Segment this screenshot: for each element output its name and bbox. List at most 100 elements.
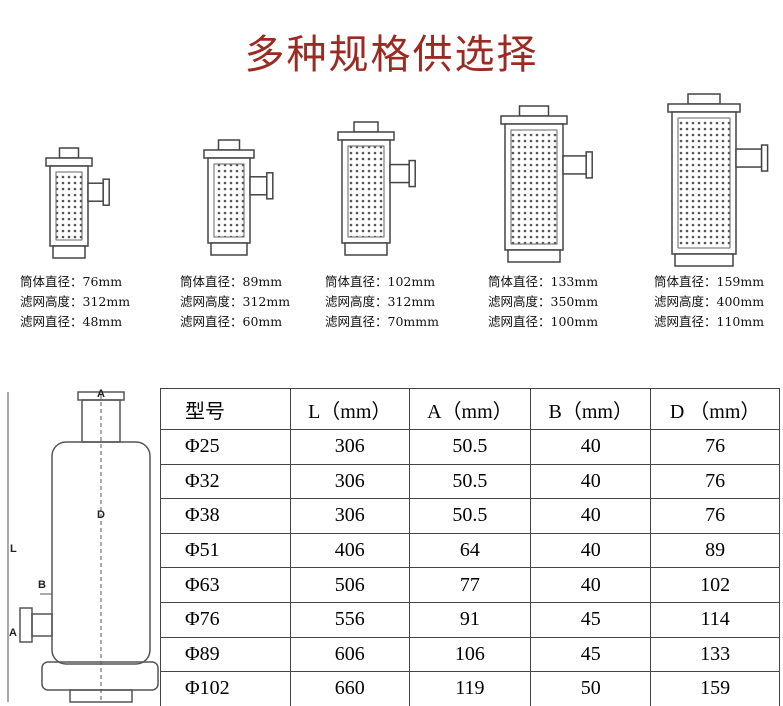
filter-part bbox=[249, 176, 268, 196]
filter-part bbox=[87, 182, 104, 202]
filter-part bbox=[353, 121, 379, 133]
product-spec: 筒体直径：89mm 滤网高度：312mm 滤网直径：60mm bbox=[180, 272, 290, 332]
spec-line: 筒体直径：76mm bbox=[20, 274, 123, 289]
cell: 119 bbox=[408, 671, 532, 706]
cell: B（mm） bbox=[530, 388, 652, 430]
spec-line: 滤网高度：312mm bbox=[20, 294, 131, 309]
filter-part bbox=[760, 144, 769, 172]
spec-line: 筒体直径：102mm bbox=[325, 274, 436, 289]
product-spec: 筒体直径：133mm 滤网高度：350mm 滤网直径：100mm bbox=[488, 272, 598, 332]
table-row: Φ25 306 50.5 40 76 bbox=[160, 429, 780, 465]
cell: 40 bbox=[530, 567, 652, 603]
table-row: Φ51 406 64 40 89 bbox=[160, 532, 780, 569]
cell: L（mm） bbox=[290, 388, 410, 430]
cell: 50 bbox=[530, 671, 652, 706]
cell: 606 bbox=[290, 636, 410, 673]
filter-part bbox=[408, 159, 416, 188]
cell: Φ38 bbox=[160, 498, 291, 534]
filter-part bbox=[518, 105, 550, 117]
filter-part bbox=[58, 147, 80, 159]
filter-part bbox=[266, 172, 274, 200]
dim-label: D bbox=[97, 509, 105, 521]
spec-line: 滤网直径：60mm bbox=[180, 314, 283, 329]
spec-line: 滤网直径：48mm bbox=[20, 314, 123, 329]
cell: 40 bbox=[530, 498, 652, 534]
dim-label: B bbox=[38, 579, 46, 591]
cell: Φ76 bbox=[160, 601, 291, 638]
cell: 77 bbox=[408, 567, 532, 603]
cell: 114 bbox=[650, 601, 780, 638]
spec-line: 滤网直径：100mm bbox=[488, 314, 599, 329]
spec-table: 型号 L（mm） A（mm） B（mm） D （mm） Φ25 306 50.5 40 76 Φ32… bbox=[160, 388, 780, 706]
cell: 406 bbox=[290, 532, 410, 569]
table-row: Φ38 306 50.5 40 76 bbox=[160, 498, 780, 534]
cell: 40 bbox=[530, 429, 652, 465]
table-row: Φ89 606 106 45 133 bbox=[160, 636, 780, 673]
cell: 50.5 bbox=[408, 429, 532, 465]
dim-label: A bbox=[97, 388, 105, 400]
filter-part bbox=[102, 178, 110, 206]
cell: 76 bbox=[650, 463, 780, 500]
cell: 306 bbox=[290, 463, 410, 500]
cell: 660 bbox=[290, 671, 410, 706]
cell: Φ63 bbox=[160, 567, 291, 603]
filter-part bbox=[217, 139, 241, 151]
cell: 64 bbox=[408, 532, 532, 569]
cell: 102 bbox=[650, 567, 780, 603]
filter-part bbox=[55, 171, 83, 241]
filter-part bbox=[667, 103, 741, 113]
filter-part bbox=[677, 117, 731, 249]
filter-part bbox=[687, 93, 721, 105]
cell: Φ102 bbox=[160, 671, 291, 706]
dim-label: A bbox=[9, 627, 17, 639]
spec-line: 滤网高度：400mm bbox=[654, 294, 765, 309]
cell: 91 bbox=[408, 601, 532, 638]
filter-part bbox=[344, 242, 388, 256]
cell: 306 bbox=[290, 429, 410, 465]
cell: 40 bbox=[530, 463, 652, 500]
cell: 506 bbox=[290, 567, 410, 603]
cell: 556 bbox=[290, 601, 410, 638]
cell: Φ25 bbox=[160, 429, 291, 465]
cell: 45 bbox=[530, 601, 652, 638]
spec-line: 滤网高度：312mm bbox=[180, 294, 291, 309]
filter-part bbox=[735, 148, 763, 168]
cell: 306 bbox=[290, 498, 410, 534]
spec-line: 滤网高度：350mm bbox=[488, 294, 599, 309]
spec-line: 筒体直径：89mm bbox=[180, 274, 283, 289]
filter-part bbox=[203, 149, 255, 159]
cell: 型号 bbox=[160, 388, 291, 430]
cell: 106 bbox=[408, 636, 532, 673]
filter-part bbox=[45, 157, 93, 167]
table-row: Φ63 506 77 40 102 bbox=[160, 567, 780, 603]
filter-part bbox=[347, 145, 385, 238]
filter-part bbox=[500, 115, 568, 125]
cell: A（mm） bbox=[408, 388, 532, 430]
filter-part bbox=[585, 151, 593, 179]
table-row: Φ32 306 50.5 40 76 bbox=[160, 463, 780, 500]
cell: 133 bbox=[650, 636, 780, 673]
spec-line: 筒体直径：159mm bbox=[654, 274, 765, 289]
filter-part bbox=[389, 163, 410, 184]
product-spec: 筒体直径：159mm 滤网高度：400mm 滤网直径：110mm bbox=[654, 272, 764, 332]
spec-line: 滤网直径：110mm bbox=[654, 314, 765, 329]
cell: 89 bbox=[650, 532, 780, 569]
cell: D （mm） bbox=[650, 388, 780, 430]
table-row: Φ76 556 91 45 114 bbox=[160, 601, 780, 638]
filter-part bbox=[213, 163, 245, 238]
cell: Φ32 bbox=[160, 463, 291, 500]
cell: Φ89 bbox=[160, 636, 291, 673]
spec-line: 滤网高度：312mm bbox=[325, 294, 436, 309]
filter-part bbox=[674, 253, 734, 267]
title: 多种规格供选择 bbox=[244, 32, 539, 78]
dimension-diagram bbox=[7, 391, 159, 703]
cell: 50.5 bbox=[408, 498, 532, 534]
table-row: Φ102 660 119 50 159 bbox=[160, 671, 780, 706]
filter-part bbox=[507, 249, 561, 263]
cell: 159 bbox=[650, 671, 780, 706]
filter-part bbox=[510, 129, 558, 245]
product-spec: 筒体直径：76mm 滤网高度：312mm 滤网直径：48mm bbox=[20, 272, 130, 332]
dim-label: L bbox=[10, 543, 17, 555]
